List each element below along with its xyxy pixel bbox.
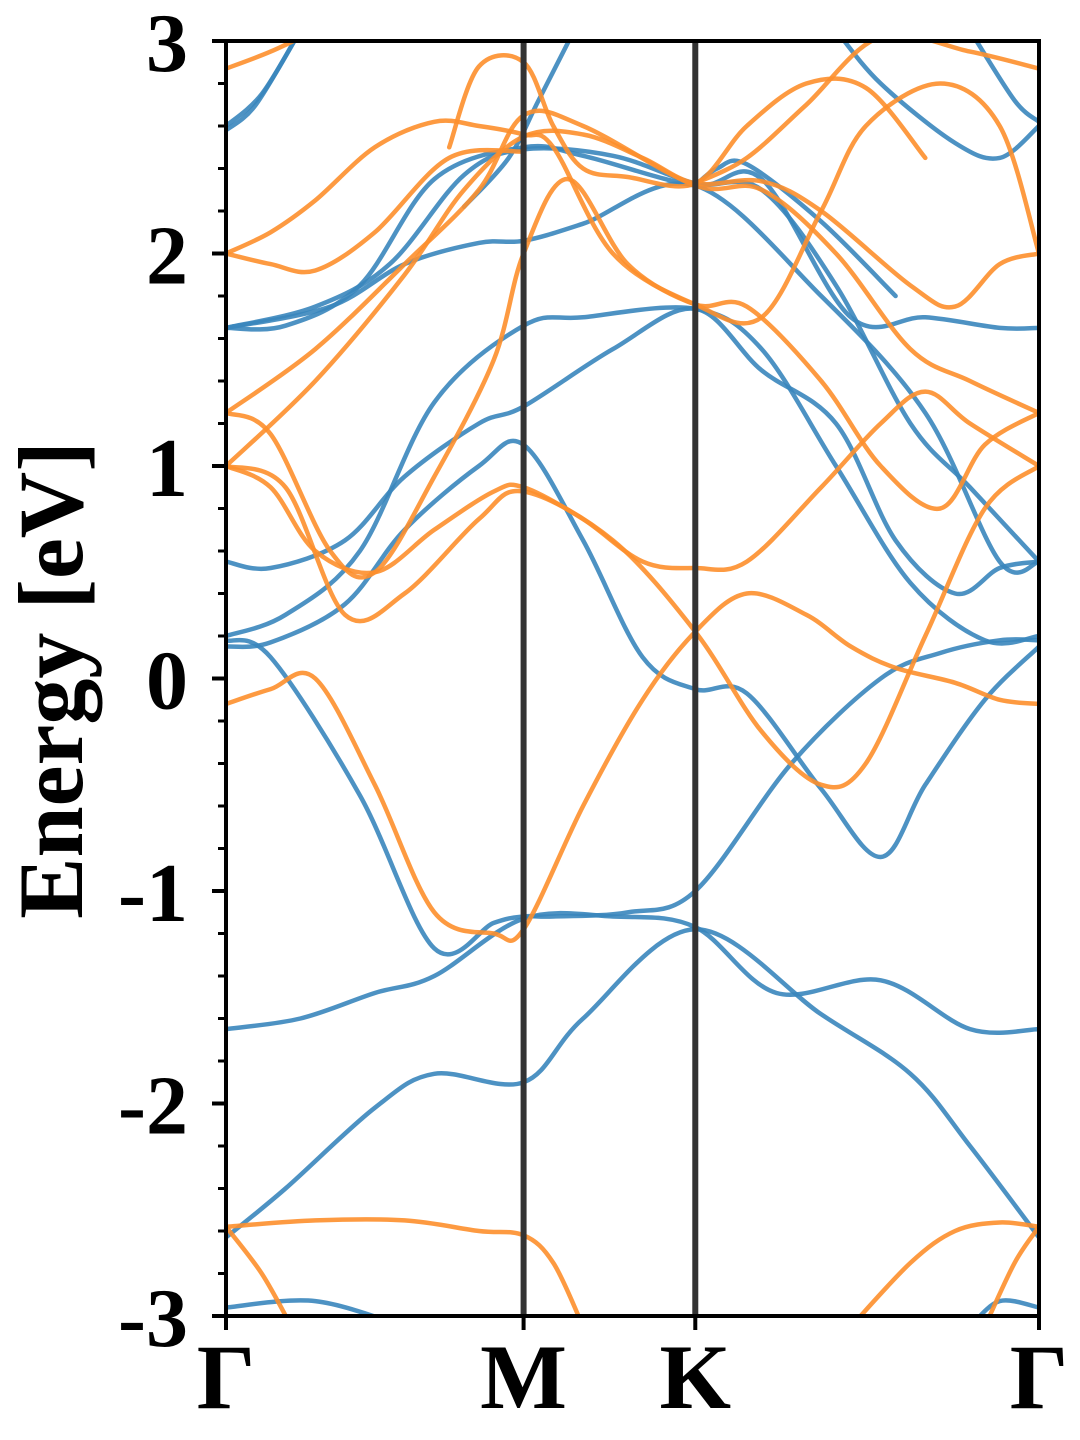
blue-band-14 <box>973 41 1039 125</box>
blue-band-0 <box>226 927 1039 1240</box>
orange-band-22 <box>226 128 1039 469</box>
blue-band-4 <box>226 306 1039 597</box>
orange-band-23 <box>226 81 1039 326</box>
orange-band-30 <box>857 1220 1039 1316</box>
y-tick-label: -1 <box>118 847 188 940</box>
blue-band-1 <box>226 910 1039 1035</box>
y-tick-label: 2 <box>146 210 188 303</box>
x-tick-label: Γ <box>197 1326 256 1428</box>
orange-band-29 <box>226 1224 289 1316</box>
orange-band-21 <box>226 108 1039 416</box>
orange-band-19 <box>226 389 1039 576</box>
x-tick-label: M <box>480 1326 567 1428</box>
y-tick-label: 1 <box>146 422 188 515</box>
orange-band-17 <box>226 590 1039 943</box>
orange-band-18 <box>226 463 1039 790</box>
blue-band-7 <box>226 143 1039 332</box>
blue-band-2 <box>226 637 1039 957</box>
blue-band-15 <box>226 1298 381 1316</box>
orange-band-24 <box>226 147 526 275</box>
y-ticks: -3 -2 -1 0 1 2 3 <box>118 0 226 1365</box>
x-tick-label: Γ <box>1010 1326 1069 1428</box>
high-symmetry-lines <box>520 41 699 1316</box>
orange-band-25 <box>226 41 299 71</box>
blue-band-3 <box>226 438 1039 860</box>
blue-band-10 <box>226 41 297 133</box>
blue-band-16 <box>976 1298 1039 1316</box>
orange-band-28 <box>226 1217 581 1316</box>
band-lines <box>226 41 1039 1316</box>
blue-band-8 <box>226 181 1039 575</box>
y-tick-label: -2 <box>118 1060 188 1153</box>
blue-band-5 <box>226 305 1039 646</box>
y-axis-label: Energy [eV] <box>0 441 102 919</box>
orange-band-27 <box>693 41 1039 186</box>
y-tick-label: 3 <box>146 0 188 90</box>
plot-frame <box>224 39 1041 1318</box>
y-tick-label: -3 <box>118 1272 188 1365</box>
y-tick-label: 0 <box>146 635 188 728</box>
orange-band-20 <box>226 176 1039 580</box>
orange-band-31 <box>987 1224 1039 1316</box>
x-tick-label: K <box>660 1326 732 1428</box>
